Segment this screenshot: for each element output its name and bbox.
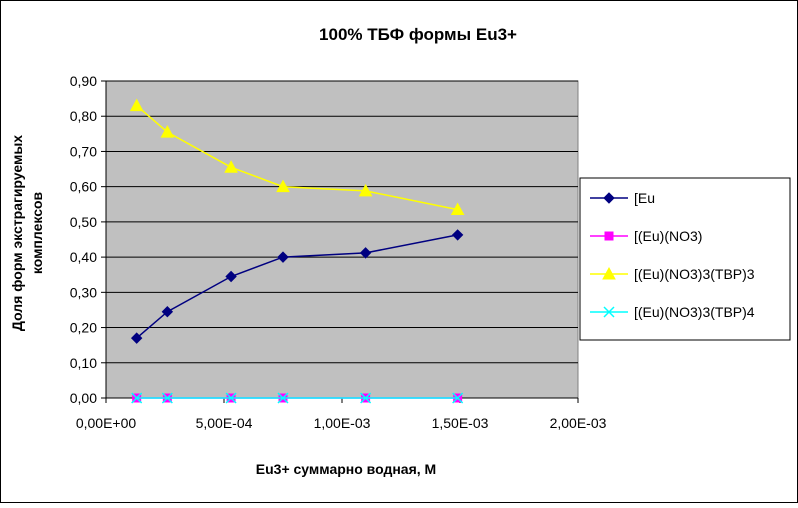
y-tick-label: 0,60 [70, 179, 97, 195]
data-point [131, 392, 143, 404]
legend: [Eu [(Eu)(NO3) [(Eu)(NO3)3(TBP)3 [(Eu)(NO3)… [579, 177, 791, 341]
plot-area [105, 80, 579, 399]
data-point [276, 179, 290, 193]
grid-lines [106, 80, 578, 364]
data-point [225, 392, 237, 404]
legend-label: [(Eu)(NO3)3(TBP)4 [634, 304, 755, 320]
data-point [360, 392, 372, 404]
x-axis-title: Eu3+ суммарно водная, М [256, 461, 436, 477]
data-point [224, 160, 238, 173]
legend-marker [602, 266, 616, 280]
x-tick-label: 2,00E-03 [550, 415, 607, 431]
x-tick-label: 1,00E-03 [314, 415, 371, 431]
chart-title: 100% ТБФ формы Eu3+ [319, 25, 517, 44]
series-0 [130, 229, 464, 344]
legend-box [579, 177, 791, 341]
data-point [277, 251, 289, 263]
series-3 [131, 392, 464, 404]
data-point [130, 332, 143, 344]
legend-marker [603, 192, 615, 204]
series-2 [129, 98, 465, 216]
legend-item: [Eu [590, 190, 655, 206]
legend-marker [603, 306, 615, 318]
x-tick-label: 0,00E+00 [76, 415, 137, 431]
y-axis-title-line-1: Доля форм экстрагируемых [9, 135, 25, 331]
y-tick-label: 0,00 [70, 390, 97, 406]
legend-marker [604, 231, 614, 241]
series-line [136, 105, 458, 211]
y-tick-label: 0,40 [70, 249, 97, 265]
data-point [129, 98, 144, 112]
legend-item: [(Eu)(NO3)3(TBP)3 [590, 266, 755, 282]
data-point [161, 392, 173, 404]
y-tick-label: 0,30 [70, 284, 97, 300]
legend-label: [(Eu)(NO3) [634, 228, 702, 244]
series-layer [129, 98, 465, 404]
axes: 0,00 0,10 0,20 0,30 0,40 0,50 0,60 0,70 0,80 0,90… [70, 73, 607, 431]
data-point [358, 183, 373, 197]
legend-item: [(Eu)(NO3)3(TBP)4 [590, 304, 755, 320]
legend-item: [(Eu)(NO3) [590, 228, 702, 244]
x-tick-label: 5,00E-04 [196, 415, 253, 431]
x-tick-label: 1,50E-03 [432, 415, 489, 431]
data-point [450, 202, 465, 216]
y-tick-label: 0,70 [70, 143, 97, 159]
data-point [225, 270, 237, 283]
y-tick-label: 0,10 [70, 355, 97, 371]
series-line [136, 234, 458, 339]
y-tick-label: 0,80 [70, 108, 97, 124]
y-tick-label: 0,90 [70, 73, 97, 89]
data-point [359, 247, 372, 259]
data-point [277, 392, 289, 404]
data-point [452, 392, 464, 404]
y-tick-label: 0,50 [70, 214, 97, 230]
legend-label: [(Eu)(NO3)3(TBP)3 [634, 266, 755, 282]
legend-label: [Eu [634, 190, 655, 206]
data-point [161, 305, 174, 318]
data-point [451, 229, 464, 241]
y-tick-label: 0,20 [70, 320, 97, 336]
data-point [160, 125, 175, 138]
y-axis-title-line-2: комплексов [29, 191, 45, 274]
